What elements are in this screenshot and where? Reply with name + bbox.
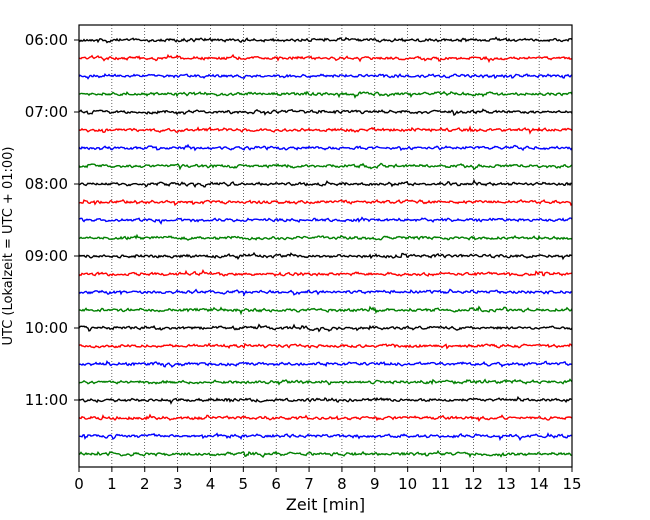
y-tick-label: 11:00 bbox=[25, 391, 68, 409]
x-tick-label: 5 bbox=[239, 475, 249, 493]
trace-0945 bbox=[78, 305, 573, 316]
x-tick-label: 4 bbox=[206, 475, 216, 493]
trace-0930 bbox=[78, 288, 573, 297]
trace-0915 bbox=[78, 268, 573, 278]
y-tick-label: 07:00 bbox=[25, 103, 68, 121]
plot-frame bbox=[78, 24, 573, 468]
x-axis-label: Zeit [min] bbox=[286, 495, 365, 514]
trace-0830 bbox=[78, 216, 573, 225]
trace-0845 bbox=[78, 233, 573, 241]
trace-0600 bbox=[78, 36, 573, 44]
x-tick-label: 2 bbox=[140, 475, 150, 493]
x-tick-label: 6 bbox=[271, 475, 281, 493]
x-tick-label: 15 bbox=[562, 475, 581, 493]
x-tick-label: 8 bbox=[337, 475, 347, 493]
x-tick-label: 14 bbox=[530, 475, 549, 493]
y-tick-label: 09:00 bbox=[25, 247, 68, 265]
x-tick-label: 13 bbox=[497, 475, 516, 493]
x-tick-label: 9 bbox=[370, 475, 380, 493]
y-axis-ticks: 06:00 07:00 08:00 09:00 10:00 11:00 bbox=[25, 31, 79, 409]
trace-1145 bbox=[78, 449, 573, 459]
trace-0800 bbox=[78, 178, 573, 188]
y-tick-label: 10:00 bbox=[25, 319, 68, 337]
trace-1000 bbox=[78, 323, 573, 333]
trace-1045 bbox=[78, 378, 573, 386]
x-axis-ticks: 0 1 2 3 4 5 6 7 8 9 10 11 12 13 14 15 bbox=[74, 467, 582, 493]
trace-0700 bbox=[78, 108, 573, 117]
y-axis-label: UTC (Lokalzeit = UTC + 01:00) bbox=[1, 147, 16, 346]
trace-0645 bbox=[78, 90, 573, 99]
x-tick-label: 10 bbox=[398, 475, 417, 493]
trace-1115 bbox=[78, 413, 573, 423]
trace-0715 bbox=[78, 125, 573, 135]
y-tick-label: 08:00 bbox=[25, 175, 68, 193]
trace-1100 bbox=[78, 395, 573, 405]
trace-1030 bbox=[78, 359, 573, 368]
x-tick-label: 1 bbox=[107, 475, 117, 493]
trace-0900 bbox=[78, 251, 573, 261]
trace-1130 bbox=[78, 432, 573, 442]
trace-0630 bbox=[78, 72, 573, 80]
trace-0615 bbox=[78, 53, 573, 64]
trace-0745 bbox=[78, 162, 573, 171]
trace-1015 bbox=[78, 342, 573, 350]
y-tick-label: 06:00 bbox=[25, 31, 68, 49]
x-tick-label: 12 bbox=[464, 475, 483, 493]
x-tick-label: 11 bbox=[431, 475, 450, 493]
seismic-traces bbox=[78, 36, 573, 459]
trace-0815 bbox=[78, 199, 573, 207]
trace-0730 bbox=[78, 143, 573, 152]
x-tick-label: 7 bbox=[304, 475, 314, 493]
x-tick-label: 3 bbox=[173, 475, 183, 493]
x-tick-label: 0 bbox=[74, 475, 84, 493]
